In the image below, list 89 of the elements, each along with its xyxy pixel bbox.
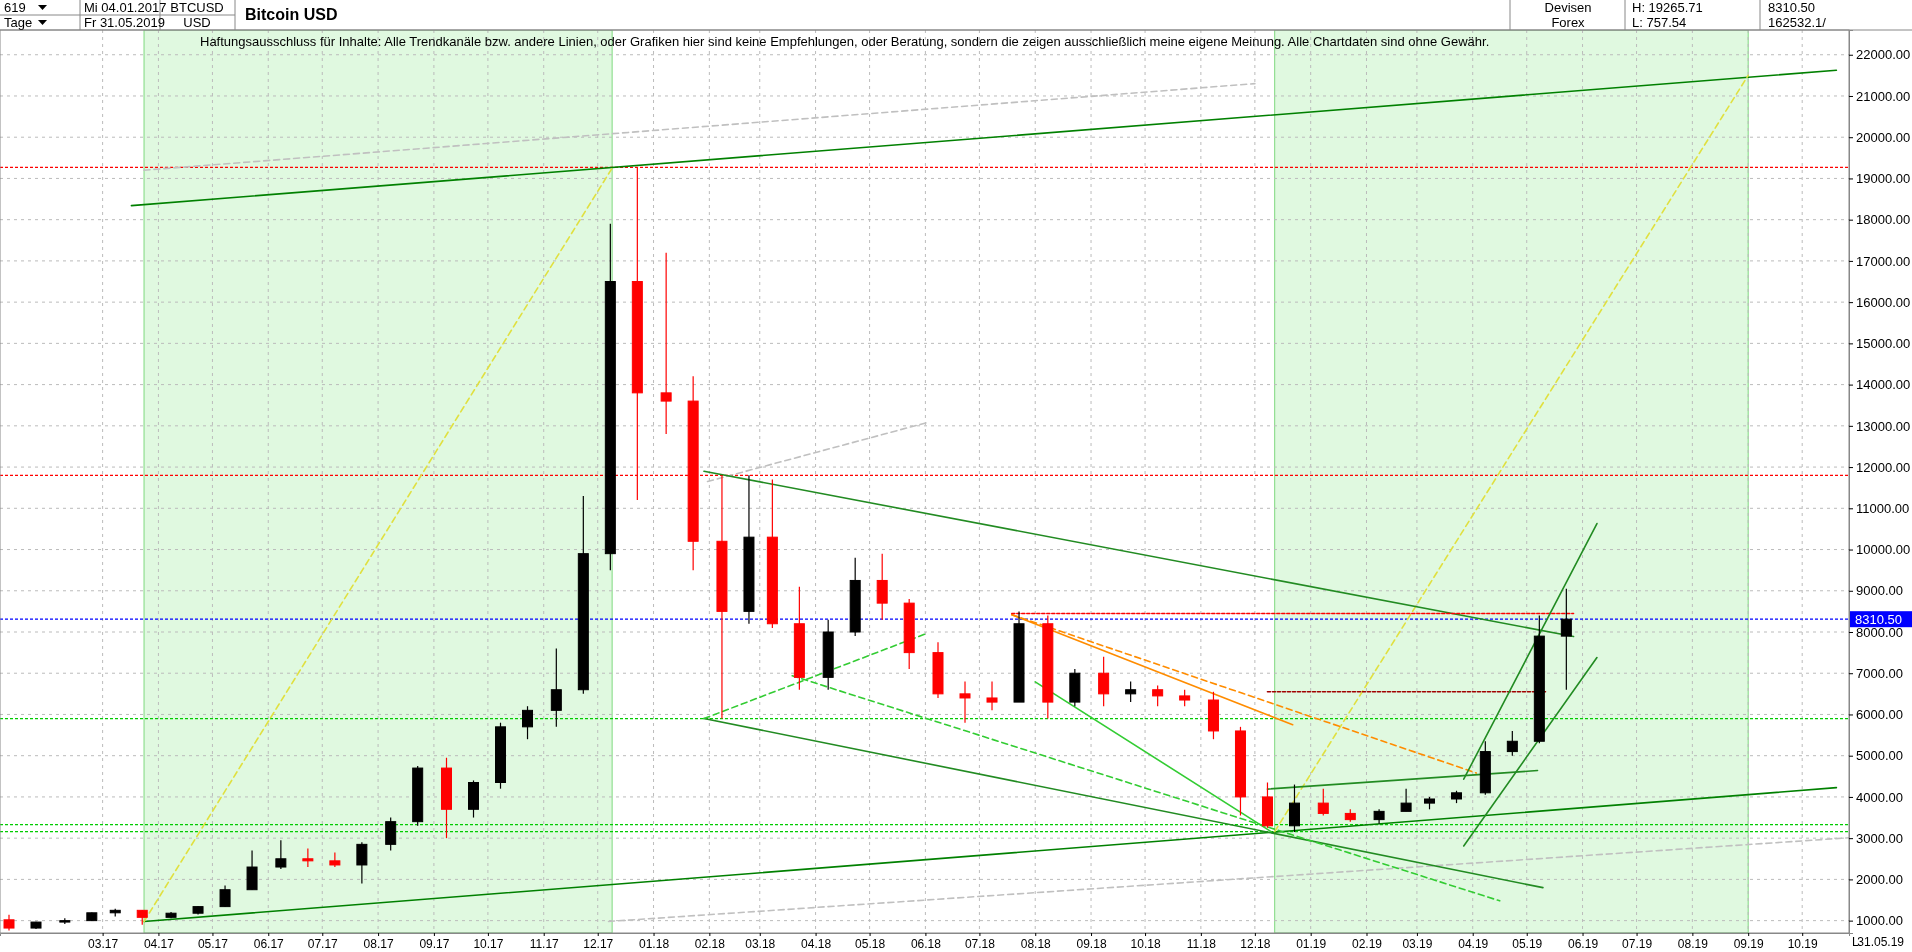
candlestick [1506,730,1518,757]
y-tick-label: 21000.00 [1856,88,1911,104]
x-tick-label: 02.18 [694,936,726,951]
candlestick [1560,588,1572,691]
candlestick [385,816,397,852]
candlestick [1152,685,1164,707]
x-tick-label: 10.17 [473,936,504,951]
x-tick-label: 03.18 [745,936,776,951]
annotation: Haftungsausschluss für Inhalte: Alle Trendkanäle bzw. andere Linien, oder Grafiken hier sind keine Empfehlungen, oder Beratung, sondern die zeigen ausschließlich meine eigene Meinung. Alle Chartdaten sind ohne Gewähr. [200,34,1490,49]
text: Devisen [1544,0,1592,15]
y-tick-label: 2000.00 [1856,872,1903,888]
y-tick-label: 13000.00 [1856,418,1911,434]
candlestick [660,252,672,435]
text: Forex [1551,15,1586,30]
y-tick-label: 19000.00 [1856,171,1911,187]
x-tick-label: 12.18 [1240,936,1271,951]
x-tick-label: 06.18 [910,936,942,951]
candlestick [522,705,534,740]
x-tick-label: 09.17 [419,936,450,951]
candlestick [302,847,314,868]
y-tick-label: 1000.00 [1856,913,1903,929]
candlestick [1125,680,1137,703]
x-tick-label: 10.18 [1130,936,1161,951]
annotation: L [1852,935,1859,949]
x-tick-label: 11.17 [529,936,560,951]
x-tick-label: 07.18 [964,936,996,951]
text: Mi 04.01.2017 [84,0,167,15]
candlestick [959,680,971,724]
y-tick-label: 14000.00 [1856,377,1911,393]
x-tick-label: 09.19 [1733,936,1765,951]
candlestick [356,841,368,885]
text: 619 [4,0,26,15]
y-tick-label: 3000.00 [1856,830,1903,846]
x-tick-label: 05.17 [197,936,229,951]
x-tick-label: 05.19 [1512,936,1543,951]
y-tick-label: 20000.00 [1856,129,1911,145]
x-tick-label: 06.19 [1568,936,1599,951]
text: 162532.1/ [1768,15,1827,30]
text: L: 757.54 [1632,15,1687,30]
candlestick [275,839,287,870]
candlestick [1400,788,1412,812]
text: USD [183,15,211,30]
candlestick [1288,783,1300,833]
text: Fr 31.05.2019 [84,15,165,30]
candlestick [1098,656,1110,707]
text: 8310.50 [1768,0,1815,15]
x-tick-label: 01.19 [1296,936,1327,951]
x-tick-label: 12.17 [583,936,614,951]
x-tick-label: 05.18 [855,936,886,951]
x-tick-label: 09.18 [1076,936,1107,951]
y-tick-label: 6000.00 [1856,707,1903,723]
x-tick-label: 10.19 [1787,936,1819,951]
candlestick [986,680,998,711]
y-tick-label: 18000.00 [1856,212,1911,228]
x-tick-label: 04.19 [1458,936,1489,951]
y-tick-label: 16000.00 [1856,294,1911,310]
candlestick [550,647,562,728]
x-tick-label: 08.17 [363,936,394,951]
text: Tage [4,15,33,30]
y-tick-label: 17000.00 [1856,253,1911,269]
text: BTCUSD [170,0,224,15]
x-tick-label: 08.18 [1020,936,1052,951]
x-tick-label: 06.17 [253,936,285,951]
y-tick-label: 15000.00 [1856,336,1911,352]
y-tick-label: 9000.00 [1856,583,1903,599]
y-tick-label: 7000.00 [1856,665,1903,681]
y-tick-label: 22000.00 [1856,47,1911,63]
x-tick-label: 04.17 [143,936,175,951]
candlestick [1317,788,1329,817]
x-tick-label: 03.17 [88,936,119,951]
y-tick-label: 11000.00 [1856,500,1910,516]
x-tick-label: 01.18 [639,936,670,951]
x-tick-label: 04.18 [801,936,832,951]
text: 31.05.19 [1857,935,1905,949]
x-tick-label: 02.19 [1351,936,1383,951]
candlestick [329,852,341,868]
x-tick-label: 11.18 [1186,936,1217,951]
candlestick [246,849,258,891]
x-tick-label: 07.19 [1622,936,1653,951]
text: H: 19265.71 [1632,0,1703,15]
y-tick-label: 5000.00 [1856,748,1903,764]
candlestick [876,553,888,621]
chart-title: Bitcoin USD [245,6,338,23]
x-tick-label: 03.19 [1402,936,1433,951]
y-tick-label: 4000.00 [1856,789,1903,805]
y-tick-label: 12000.00 [1856,459,1911,475]
x-tick-label: 07.17 [307,936,339,951]
x-tick-label: 08.19 [1677,936,1709,951]
y-tick-label: 10000.00 [1856,542,1911,558]
